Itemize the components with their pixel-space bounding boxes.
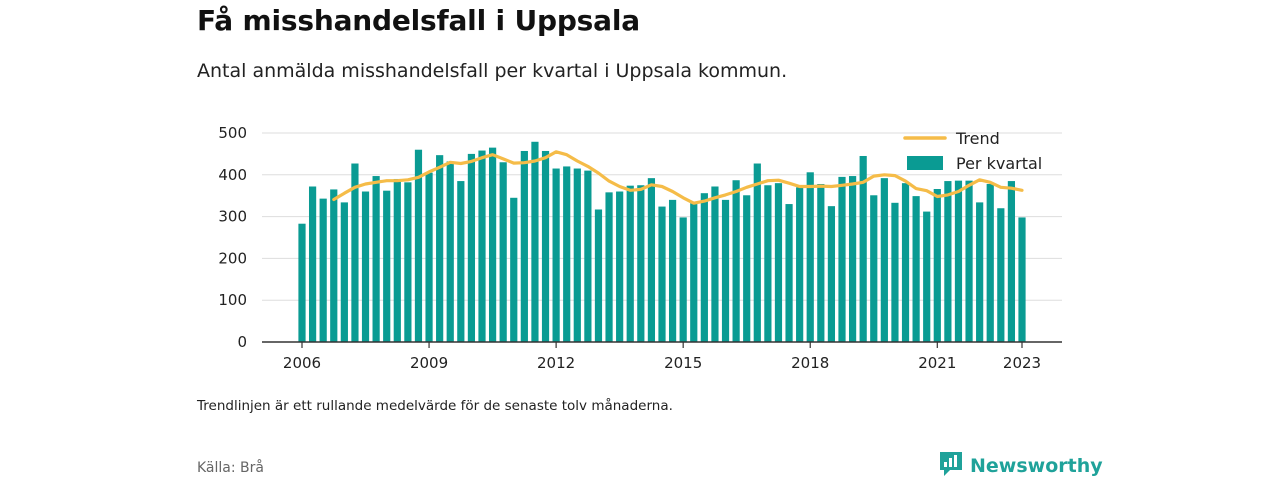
bar	[372, 176, 380, 342]
bar	[541, 150, 550, 342]
legend-trend-label: Trend	[955, 129, 1000, 148]
bar	[436, 155, 444, 342]
y-tick-label: 400	[218, 166, 247, 184]
y-tick-label: 200	[218, 249, 247, 267]
chart-svg: 0 100 200 300 400 500 2006 2009 2012 2015 2018 202…	[218, 124, 1062, 372]
bar	[616, 191, 624, 342]
bar	[340, 202, 348, 342]
bar	[658, 206, 666, 342]
chart-subtitle: Antal anmälda misshandelsfall per kvarta…	[197, 60, 788, 82]
bar	[404, 182, 412, 342]
bar	[848, 176, 857, 342]
bar	[520, 150, 528, 342]
bar	[933, 189, 941, 342]
newsworthy-logo-icon	[938, 450, 964, 482]
bar	[806, 172, 814, 342]
chart-title: Få misshandelsfall i Uppsala	[197, 4, 640, 37]
bar	[912, 196, 920, 342]
bar	[637, 185, 645, 342]
x-axis: 2006 2009 2012 2015 2018 2021 2023	[283, 342, 1041, 372]
bar	[351, 163, 359, 342]
brand-logo[interactable]: Newsworthy	[938, 450, 1103, 482]
bar	[997, 208, 1005, 342]
bar	[880, 178, 888, 342]
legend: Trend Per kvartal	[903, 129, 1042, 173]
bar	[764, 185, 772, 342]
trend-line	[332, 150, 1024, 205]
bar	[457, 181, 465, 342]
bar	[626, 185, 634, 342]
bar	[478, 150, 486, 342]
brand-name: Newsworthy	[970, 455, 1103, 477]
x-tick-label: 2015	[664, 354, 702, 372]
bar	[891, 202, 899, 342]
x-tick-label: 2018	[791, 354, 829, 372]
bar	[414, 149, 423, 342]
bar	[954, 180, 963, 342]
bar	[817, 183, 825, 342]
legend-bar-label: Per kvartal	[956, 154, 1042, 173]
bar	[563, 166, 571, 342]
bar	[393, 178, 401, 342]
bar	[721, 199, 730, 342]
bar	[1007, 181, 1016, 342]
bar	[679, 217, 687, 342]
x-tick-label: 2006	[283, 354, 321, 372]
bar	[383, 190, 391, 342]
bar	[690, 203, 698, 342]
bar-series	[298, 141, 1026, 342]
y-axis: 0 100 200 300 400 500	[218, 124, 247, 351]
bar	[743, 195, 751, 342]
bar	[711, 186, 719, 342]
y-tick-label: 300	[218, 208, 247, 226]
bar	[774, 183, 783, 342]
bar	[753, 163, 761, 342]
bar	[838, 176, 846, 342]
x-tick-label: 2021	[918, 354, 956, 372]
bar	[330, 189, 338, 342]
bar	[361, 191, 370, 342]
bar	[319, 198, 327, 342]
bar	[446, 161, 454, 342]
bar	[668, 199, 677, 342]
bar	[467, 153, 476, 342]
bar	[1018, 217, 1026, 342]
y-tick-label: 500	[218, 124, 247, 142]
bar	[488, 147, 497, 342]
bar	[732, 180, 740, 342]
source-label: Källa: Brå	[197, 460, 264, 476]
trend-series	[332, 150, 1024, 205]
bar	[870, 195, 878, 342]
y-tick-label: 100	[218, 291, 247, 309]
bar	[859, 155, 867, 342]
bar	[965, 180, 973, 342]
x-tick-label: 2009	[410, 354, 448, 372]
bar	[827, 206, 836, 342]
legend-bar-swatch	[907, 156, 943, 170]
bar	[510, 197, 518, 342]
bar	[901, 183, 910, 342]
y-tick-label: 0	[237, 333, 247, 351]
bar	[531, 141, 539, 342]
bar	[308, 186, 317, 342]
bar	[944, 181, 952, 342]
bar	[573, 168, 581, 342]
bar	[552, 168, 560, 342]
bar	[796, 187, 804, 342]
bar	[700, 193, 708, 342]
bar	[594, 209, 603, 342]
footnote: Trendlinjen är ett rullande medelvärde f…	[197, 398, 673, 414]
bar	[425, 172, 433, 342]
bar	[647, 178, 656, 342]
bar	[923, 211, 931, 342]
bar	[584, 170, 592, 342]
x-tick-label: 2023	[1003, 354, 1041, 372]
bar	[785, 204, 793, 342]
bar	[986, 183, 994, 342]
bar	[499, 162, 507, 342]
bar	[976, 202, 984, 342]
bar	[298, 223, 306, 342]
bar	[605, 192, 613, 342]
x-tick-label: 2012	[537, 354, 575, 372]
